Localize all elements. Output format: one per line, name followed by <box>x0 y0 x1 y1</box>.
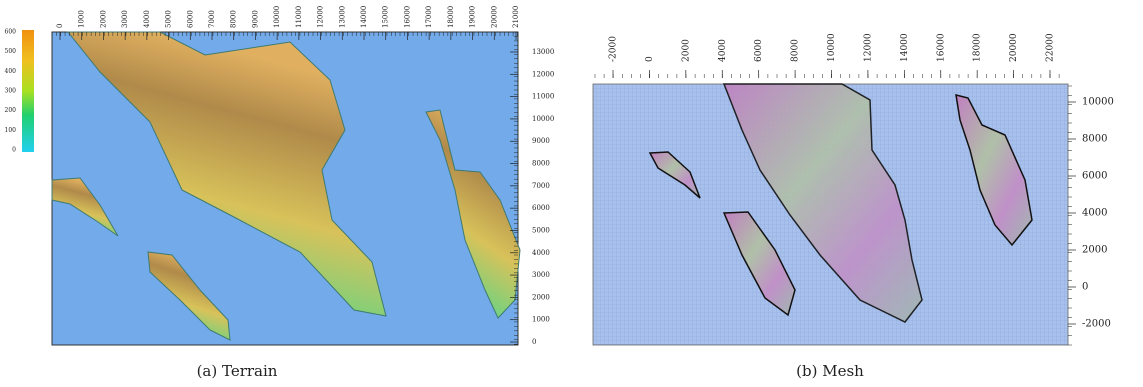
top-tick-label: 2000 <box>99 10 107 28</box>
top-tick-label: 17000 <box>425 6 433 28</box>
top-tick-label: 2000 <box>681 39 691 62</box>
right-tick-label: 11000 <box>532 93 554 101</box>
top-tick-label: 6000 <box>754 39 764 62</box>
top-tick-label: 8000 <box>230 10 238 28</box>
colorbar-label: 200 <box>5 107 17 114</box>
right-tick-label: 6000 <box>532 204 550 212</box>
top-tick-label: 11000 <box>295 6 303 28</box>
top-tick-label: 15000 <box>382 6 390 28</box>
colorbar-label: 300 <box>5 88 17 95</box>
top-tick-label: 21000 <box>512 6 520 28</box>
right-tick-label: 2000 <box>532 293 550 301</box>
top-tick-label: 8000 <box>791 39 801 62</box>
top-tick-label: 19000 <box>469 6 477 28</box>
top-tick-label: 7000 <box>208 10 216 28</box>
right-tick-label: 0 <box>1082 282 1088 293</box>
mesh-image <box>593 84 1068 345</box>
top-tick-label: 4000 <box>143 10 151 28</box>
right-tick-label: 10000 <box>1082 97 1114 108</box>
right-tick-label: 6000 <box>1082 171 1107 182</box>
right-tick-label: 12000 <box>532 70 554 78</box>
right-tick-label: 4000 <box>532 249 550 257</box>
colorbar-label: 100 <box>5 127 17 134</box>
right-tick-label: 7000 <box>532 182 550 190</box>
right-tick-label: 3000 <box>532 271 550 279</box>
top-tick-label: 5000 <box>165 10 173 28</box>
top-tick-label: 22000 <box>1046 33 1056 62</box>
top-tick-label: 14000 <box>360 6 368 28</box>
right-tick-label: 10000 <box>532 115 554 123</box>
top-tick-label: 13000 <box>338 6 346 28</box>
colorbar-label: 500 <box>5 48 17 55</box>
right-tick-label: 5000 <box>532 226 550 234</box>
figure: (a) Terrain (b) Mesh 0100020003000400050… <box>0 0 1143 387</box>
top-tick-label: -2000 <box>609 36 619 62</box>
top-tick-label: 12000 <box>863 33 873 62</box>
right-tick-label: 4000 <box>1082 208 1107 219</box>
right-tick-label: 9000 <box>532 137 550 145</box>
right-tick-label: 8000 <box>1082 134 1107 145</box>
top-tick-label: 4000 <box>718 39 728 62</box>
right-tick-label: 13000 <box>532 48 554 56</box>
right-tick-label: 2000 <box>1082 245 1107 256</box>
top-tick-label: 16000 <box>403 6 411 28</box>
top-tick-label: 14000 <box>900 33 910 62</box>
colorbar-label: 400 <box>5 68 17 75</box>
right-tick-label: 1000 <box>532 316 550 324</box>
top-tick-label: 0 <box>56 24 64 28</box>
top-tick-label: 0 <box>645 56 655 62</box>
terrain-image <box>52 32 520 345</box>
top-tick-label: 18000 <box>447 6 455 28</box>
top-tick-label: 10000 <box>827 33 837 62</box>
top-tick-label: 20000 <box>1009 33 1019 62</box>
top-tick-label: 9000 <box>251 10 259 28</box>
top-tick-label: 12000 <box>317 6 325 28</box>
right-tick-label: 8000 <box>532 160 550 168</box>
colorbar-label: 0 <box>12 147 16 154</box>
top-tick-label: 1000 <box>78 10 86 28</box>
top-tick-label: 18000 <box>973 33 983 62</box>
colorbar-label: 600 <box>5 29 17 36</box>
caption: (a) Terrain <box>197 362 278 380</box>
top-tick-label: 20000 <box>490 6 498 28</box>
top-tick-label: 10000 <box>273 6 281 28</box>
top-tick-label: 3000 <box>121 10 129 28</box>
top-tick-label: 16000 <box>936 33 946 62</box>
caption: (b) Mesh <box>796 362 864 380</box>
top-tick-label: 6000 <box>186 10 194 28</box>
colorbar <box>22 30 34 152</box>
right-tick-label: 0 <box>532 338 536 346</box>
right-tick-label: -2000 <box>1082 319 1111 330</box>
